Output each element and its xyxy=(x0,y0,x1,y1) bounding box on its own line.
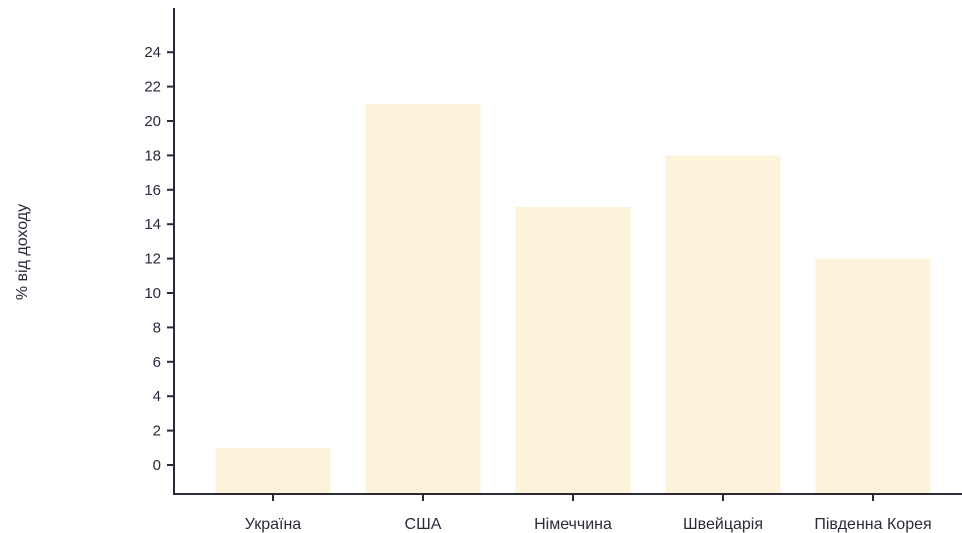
y-tick-label: 24 xyxy=(144,44,161,61)
y-tick-label: 10 xyxy=(144,285,161,302)
y-tick-label: 20 xyxy=(144,113,161,130)
bar-4 xyxy=(665,155,781,494)
y-tick-label: 12 xyxy=(144,251,161,268)
y-tick-label: 14 xyxy=(144,216,161,233)
x-axis: Україна США Німеччина Швейцарія Південна Кор… xyxy=(173,493,962,533)
y-axis-title: % від доходу xyxy=(14,204,31,300)
bars-group xyxy=(215,103,931,495)
y-tick-label: 6 xyxy=(153,354,161,371)
y-tick-label: 2 xyxy=(153,423,161,440)
bar-5 xyxy=(815,258,931,494)
bar-2 xyxy=(365,103,481,495)
x-tick-label: Німеччина xyxy=(534,516,612,533)
y-tick-label: 18 xyxy=(144,147,161,164)
y-tick-label: 16 xyxy=(144,182,161,199)
x-tick-label: Швейцарія xyxy=(683,516,763,533)
bar-1 xyxy=(215,447,331,494)
x-tick-label: Україна xyxy=(245,516,302,533)
x-tick-label: США xyxy=(405,516,442,533)
y-tick-label: 22 xyxy=(144,79,161,96)
y-tick-label: 8 xyxy=(153,319,161,336)
y-tick-label: 4 xyxy=(153,388,161,405)
bar-3 xyxy=(515,207,631,494)
y-tick-label: 0 xyxy=(153,457,161,474)
x-tick-label: Південна Корея xyxy=(814,516,931,533)
